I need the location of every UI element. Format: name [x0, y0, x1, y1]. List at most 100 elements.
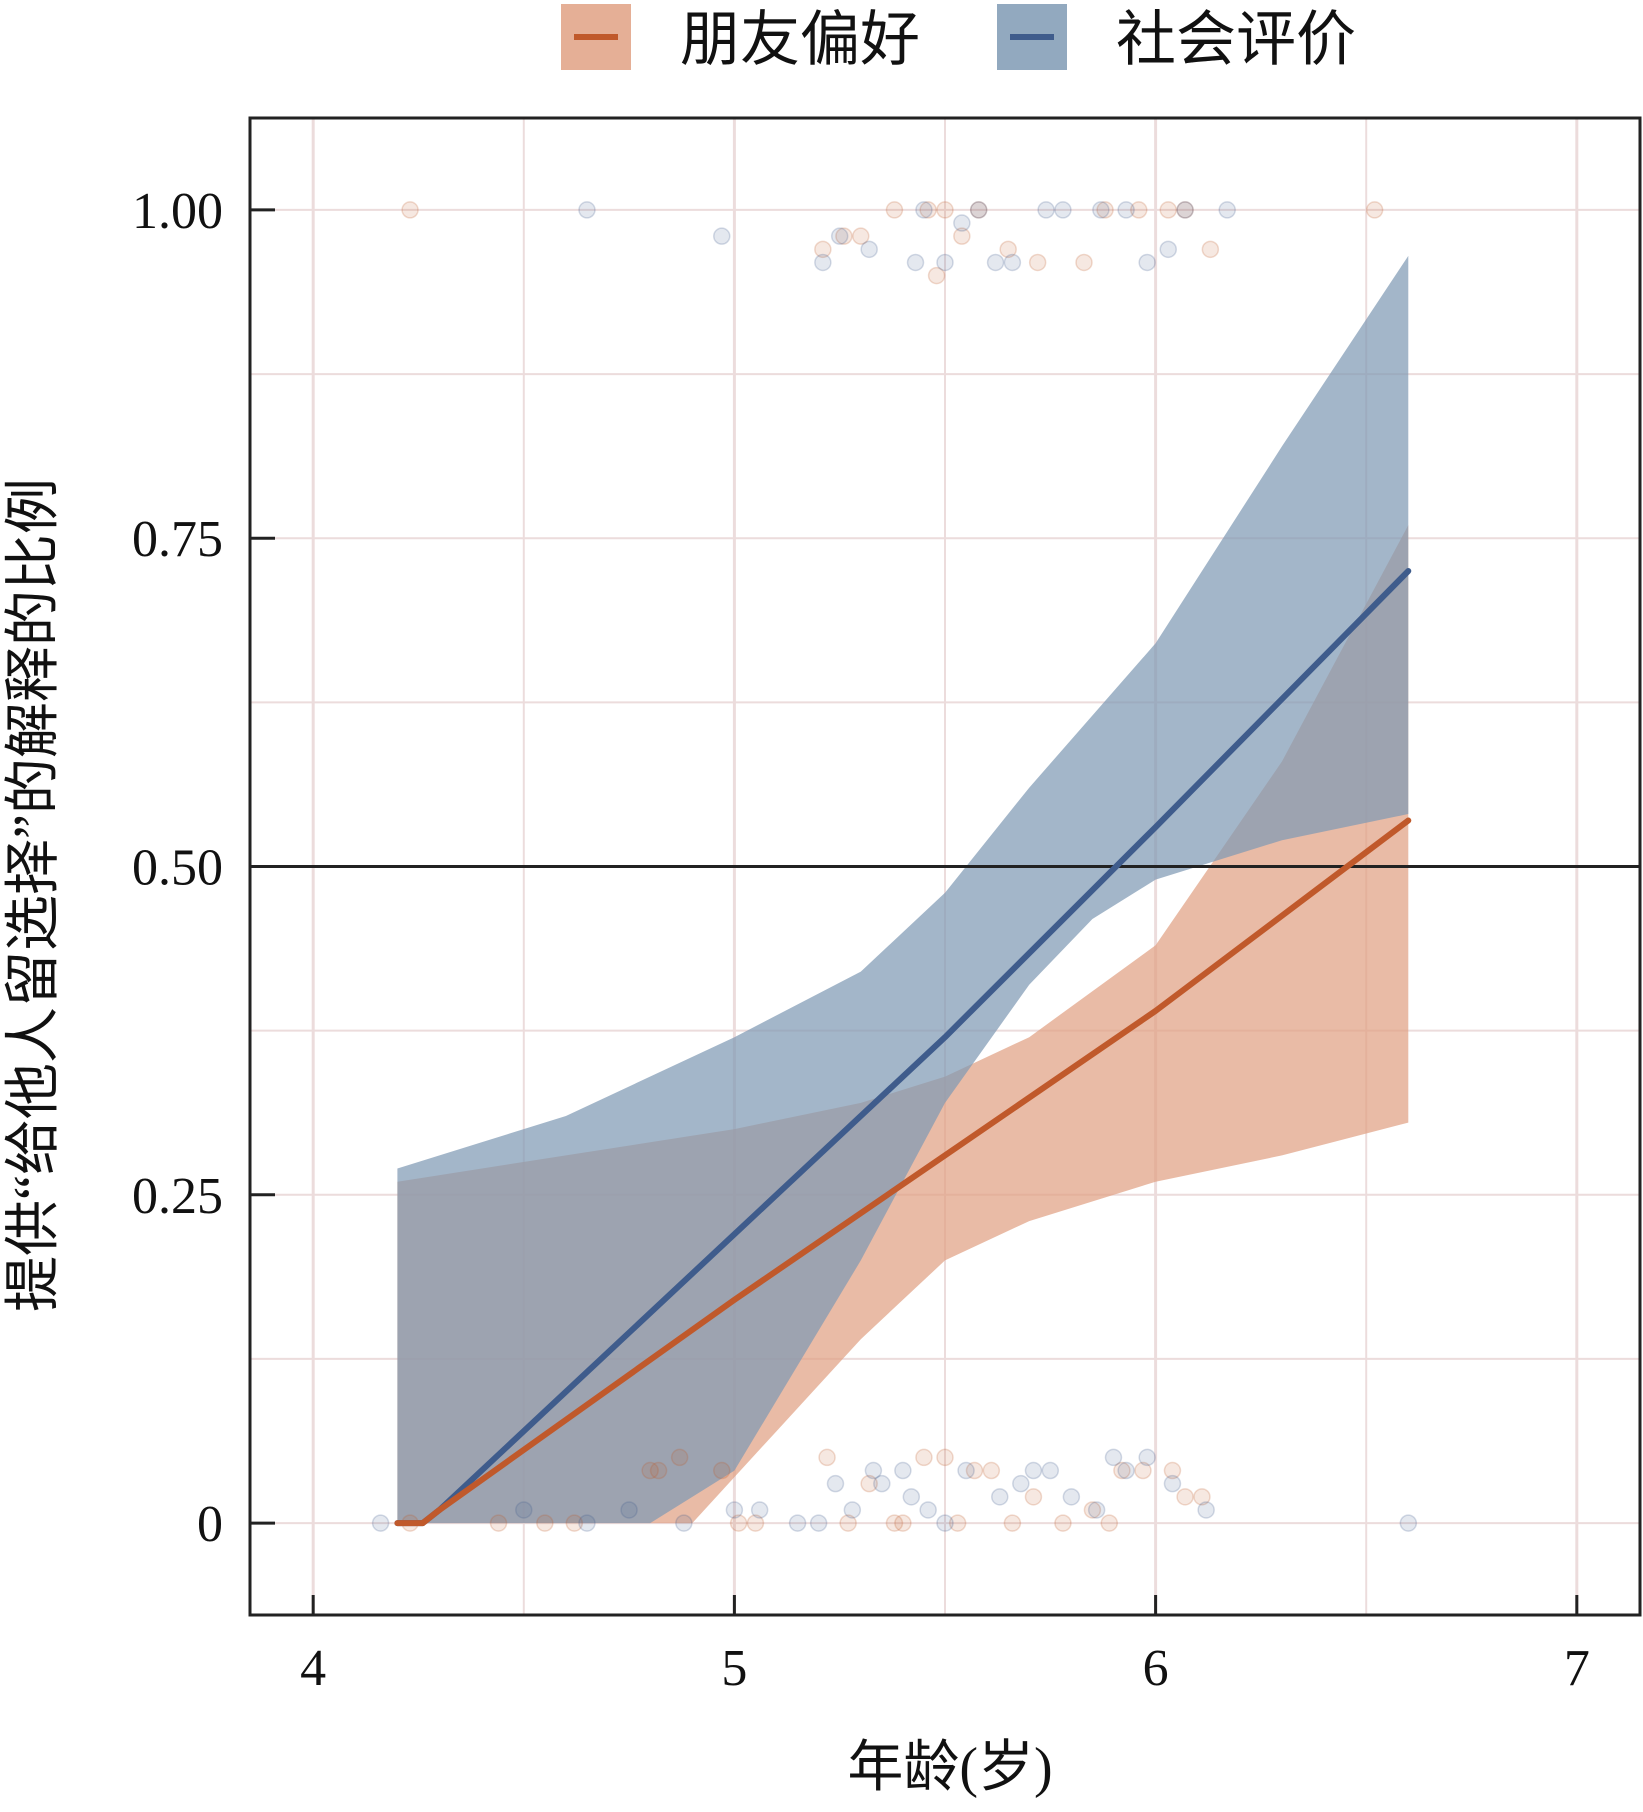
x-tick-label-2: 6	[1143, 1640, 1169, 1697]
data-point-s0-33	[852, 227, 870, 245]
fit-line-0	[394, 817, 1412, 1527]
data-point-s1-47	[1159, 240, 1177, 259]
data-point-s1-1	[515, 1501, 533, 1519]
data-point-s1-42	[1037, 201, 1055, 219]
legend-label-0: 朋友偏好	[680, 7, 920, 73]
data-point-s1-21	[1041, 1461, 1060, 1480]
data-point-s1-36	[915, 201, 933, 219]
data-point-s0-13	[885, 1514, 904, 1532]
ci-band-1	[397, 255, 1409, 1524]
data-point-s1-41	[1003, 253, 1022, 272]
data-point-s1-43	[1054, 201, 1072, 219]
y-tick-label-3: 0.75	[132, 511, 223, 568]
data-point-s1-27	[1163, 1474, 1182, 1493]
data-point-s1-24	[1104, 1448, 1123, 1467]
data-point-s1-11	[864, 1461, 883, 1480]
data-point-s0-36	[927, 266, 946, 285]
data-point-s0-8	[729, 1514, 748, 1532]
data-point-s0-16	[936, 1448, 954, 1467]
data-point-s1-28	[1197, 1501, 1215, 1519]
data-point-s1-4	[675, 1514, 693, 1532]
data-point-s1-20	[1024, 1461, 1043, 1480]
data-point-s1-38	[953, 214, 971, 232]
data-point-s1-15	[919, 1501, 937, 1519]
data-point-s1-3	[620, 1501, 638, 1519]
data-point-s0-47	[1201, 240, 1220, 259]
data-point-s0-32	[835, 227, 853, 245]
data-point-s0-7	[713, 1461, 731, 1480]
legend-label-1: 社会评价	[1116, 7, 1356, 73]
confidence-bands	[397, 255, 1409, 1524]
data-point-s0-18	[965, 1461, 984, 1480]
data-point-s1-31	[713, 227, 731, 245]
data-point-s0-15	[915, 1448, 933, 1467]
data-point-s0-14	[894, 1514, 912, 1532]
data-point-s0-41	[1028, 253, 1047, 272]
data-point-s1-33	[830, 227, 849, 245]
data-point-s1-17	[957, 1461, 975, 1480]
data-point-s1-0	[371, 1514, 390, 1532]
data-point-s0-30	[401, 201, 419, 219]
data-point-s0-39	[969, 201, 988, 219]
data-point-s0-10	[818, 1448, 836, 1467]
data-point-s0-20	[1003, 1514, 1022, 1532]
x-tick-label-3: 7	[1564, 1640, 1590, 1697]
data-point-s1-37	[936, 253, 954, 272]
data-point-s1-13	[894, 1461, 912, 1480]
data-point-s0-26	[1134, 1461, 1152, 1480]
data-point-s0-42	[1075, 253, 1093, 272]
data-point-s0-21	[1024, 1488, 1043, 1506]
data-point-s0-3	[565, 1514, 584, 1532]
data-point-s0-43	[1096, 201, 1114, 219]
data-point-s0-34	[885, 201, 904, 219]
data-point-s0-19	[982, 1461, 1001, 1480]
data-point-s1-48	[1176, 201, 1194, 219]
data-point-s0-24	[1100, 1514, 1119, 1532]
data-point-s1-26	[1138, 1448, 1156, 1467]
x-axis-ticks: 4 5 6 7	[300, 1595, 1590, 1697]
data-point-s1-6	[750, 1501, 769, 1519]
data-point-s0-37	[936, 201, 954, 219]
data-point-s0-27	[1163, 1461, 1182, 1480]
data-point-s1-35	[906, 253, 925, 272]
data-point-s0-2	[536, 1514, 554, 1532]
data-point-s0-22	[1054, 1514, 1072, 1532]
data-point-s1-39	[969, 201, 988, 219]
data-point-s0-1	[489, 1514, 508, 1532]
data-point-s0-46	[1176, 201, 1194, 219]
data-point-s1-2	[578, 1514, 596, 1532]
data-point-s1-25	[1117, 1461, 1135, 1480]
data-point-s1-46	[1138, 253, 1156, 272]
data-point-s0-40	[999, 240, 1017, 259]
data-point-s0-11	[839, 1514, 857, 1532]
data-point-s0-35	[919, 201, 937, 219]
legend: 朋友偏好 社会评价	[561, 4, 1356, 73]
data-point-s1-19	[1012, 1474, 1030, 1493]
x-tick-label-0: 4	[300, 1640, 326, 1697]
data-point-s0-17	[948, 1514, 967, 1532]
y-axis-ticks: 0 0.25 0.50 0.75 1.00	[132, 183, 275, 1553]
x-axis-label: 年龄(岁)	[847, 1737, 1052, 1799]
jittered-points	[371, 201, 1418, 1532]
data-point-s1-40	[986, 253, 1005, 272]
data-point-s0-23	[1083, 1501, 1102, 1519]
data-point-s0-6	[670, 1448, 689, 1467]
data-point-s0-44	[1130, 201, 1148, 219]
data-point-s1-45	[1117, 201, 1135, 219]
data-point-s1-22	[1062, 1488, 1081, 1506]
data-point-s0-48	[1365, 201, 1384, 219]
y-tick-label-2: 0.50	[132, 840, 223, 897]
data-point-s0-45	[1159, 201, 1177, 219]
data-point-s0-5	[649, 1461, 668, 1480]
data-point-s1-32	[814, 253, 832, 272]
data-point-s0-12	[860, 1474, 878, 1493]
data-point-s1-14	[902, 1488, 921, 1506]
data-point-s1-5	[725, 1501, 744, 1519]
data-point-s1-49	[1218, 201, 1236, 219]
x-tick-label-1: 5	[721, 1640, 747, 1697]
y-tick-label-0: 0	[197, 1496, 223, 1553]
data-point-s0-38	[953, 227, 971, 245]
data-point-s0-29	[1193, 1488, 1211, 1506]
